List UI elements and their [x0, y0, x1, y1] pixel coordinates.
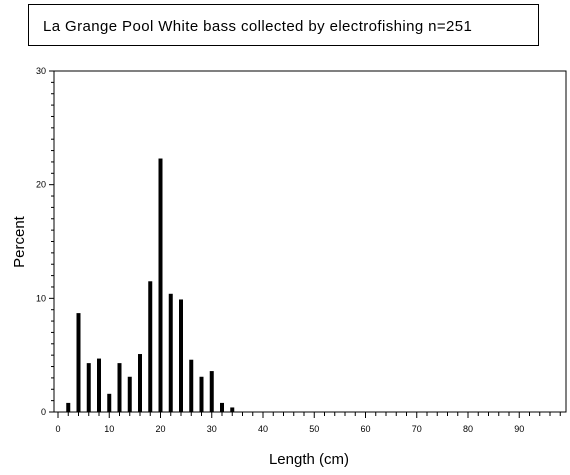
bar [148, 281, 153, 412]
y-tick-label: 20 [36, 180, 46, 190]
bar [138, 354, 142, 412]
bar [168, 293, 173, 412]
x-tick-label: 90 [514, 424, 524, 434]
x-tick-label: 30 [207, 424, 217, 434]
x-tick-label: 40 [258, 424, 268, 434]
bars-group [66, 158, 235, 412]
chart-title: La Grange Pool White bass collected by e… [43, 18, 473, 35]
y-axis-title: Percent [11, 215, 28, 268]
x-tick-label: 50 [309, 424, 319, 434]
y-tick-label: 0 [41, 407, 46, 417]
x-axis-title: Length (cm) [269, 451, 349, 468]
x-tick-label: 10 [104, 424, 114, 434]
x-tick-label: 0 [55, 424, 60, 434]
bar [127, 376, 132, 412]
bar [209, 371, 214, 412]
bar [179, 299, 183, 412]
bar [158, 158, 163, 412]
plot-frame [53, 70, 567, 413]
bar [107, 393, 112, 412]
x-tick-label: 60 [360, 424, 370, 434]
bar [230, 407, 235, 412]
bar [86, 363, 91, 412]
y-tick-label: 10 [36, 293, 46, 303]
x-tick-label: 80 [463, 424, 473, 434]
axes-group: 0 10 20 30 40 50 60 70 80 90 0 10 20 30 [36, 66, 567, 434]
chart-title-box: La Grange Pool White bass collected by e… [28, 4, 539, 46]
bar [76, 313, 81, 412]
bar [220, 402, 224, 412]
bar [199, 376, 204, 412]
bar [117, 363, 122, 412]
bar [66, 402, 71, 412]
y-tick-label: 30 [36, 66, 46, 76]
bar [97, 358, 101, 412]
bar [189, 359, 194, 412]
x-tick-label: 20 [155, 424, 165, 434]
x-tick-label: 70 [412, 424, 422, 434]
